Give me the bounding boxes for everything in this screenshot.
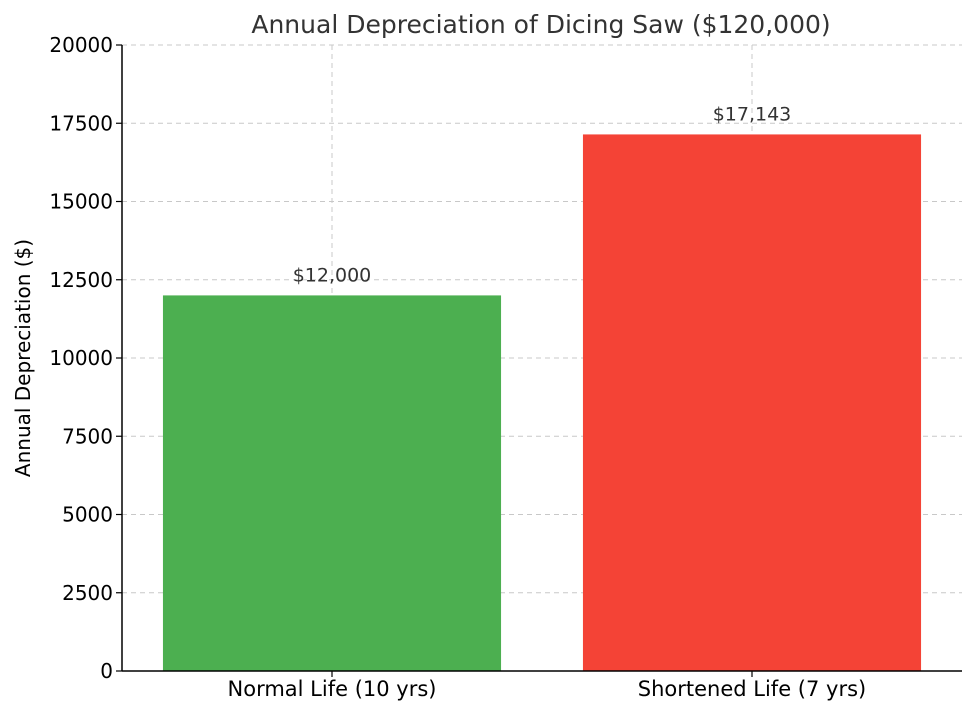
y-tick-label: 0: [100, 659, 113, 683]
y-axis-title: Annual Depreciation ($): [11, 239, 35, 477]
y-tick-label: 10000: [49, 346, 113, 370]
x-tick-label: Shortened Life (7 yrs): [638, 677, 866, 701]
bar: [162, 295, 502, 671]
y-tick-label: 12500: [49, 268, 113, 292]
y-tick-label: 7500: [62, 424, 113, 448]
bars: [162, 134, 922, 672]
bar-value-label: $17,143: [713, 103, 792, 125]
y-tick-label: 20000: [49, 33, 113, 57]
chart-title: Annual Depreciation of Dicing Saw ($120,…: [251, 10, 830, 39]
y-tick-label: 17500: [49, 111, 113, 135]
y-tick-label: 5000: [62, 503, 113, 527]
data-labels: $12,000 $17,143: [293, 103, 792, 286]
y-tick-label: 2500: [62, 581, 113, 605]
bar-value-label: $12,000: [293, 264, 372, 286]
bar: [582, 134, 922, 672]
x-tick-label: Normal Life (10 yrs): [228, 677, 437, 701]
y-tick-label: 15000: [49, 190, 113, 214]
y-ticks: 0 2500 5000 7500 10000 12500 15000 17500 20000: [49, 33, 122, 683]
x-ticks: Normal Life (10 yrs) Shortened Life (7 yr…: [228, 671, 866, 701]
